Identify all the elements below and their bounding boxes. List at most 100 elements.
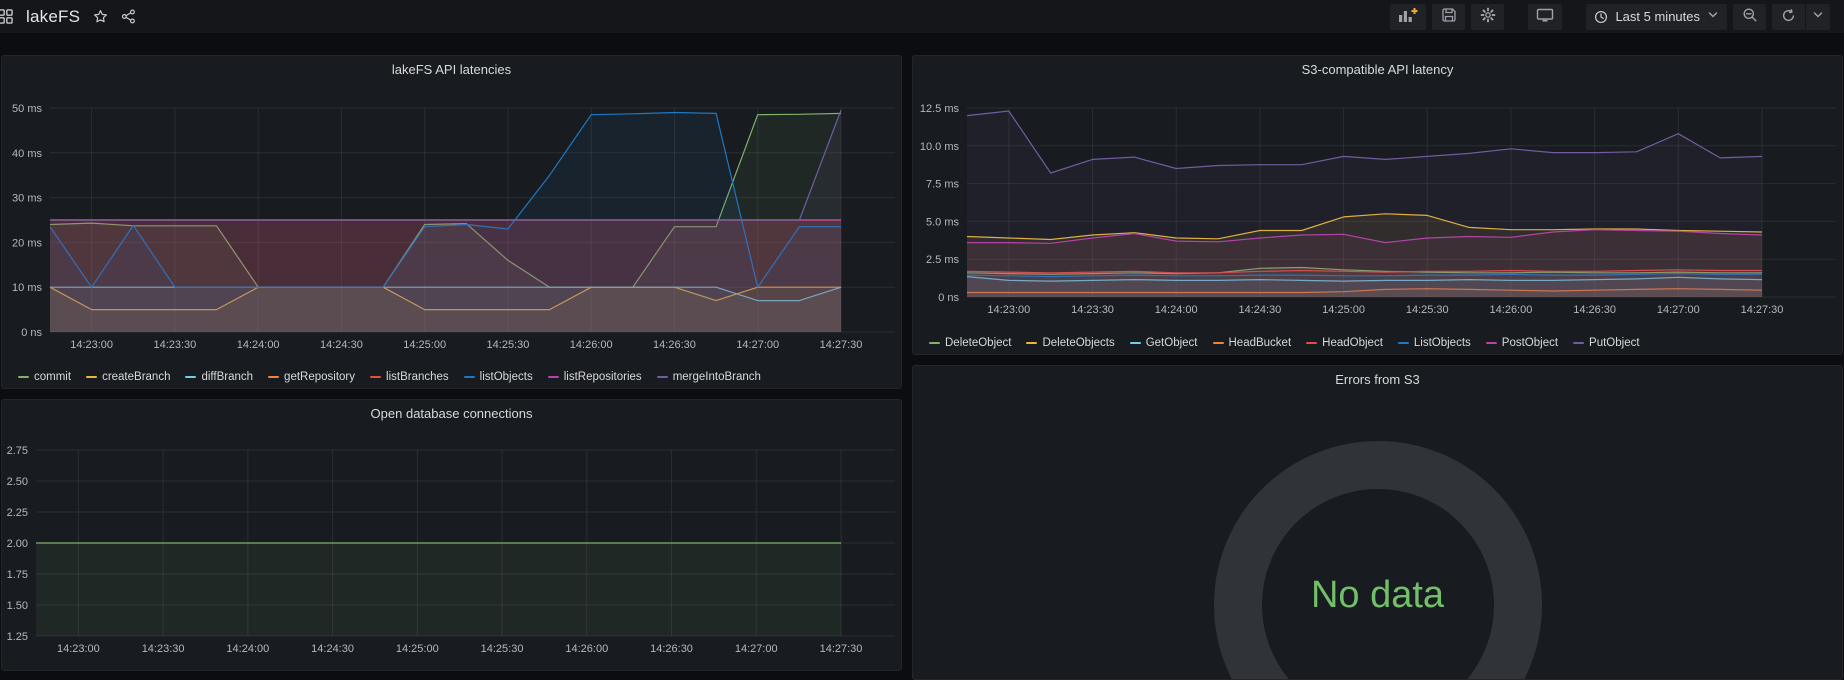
svg-text:12.5 ms: 12.5 ms [920, 103, 960, 115]
legend-label: HeadObject [1322, 337, 1383, 349]
legend-item[interactable]: GetObject [1129, 337, 1198, 349]
add-panel-button[interactable] [1390, 3, 1427, 30]
legend-swatch [1573, 341, 1585, 345]
svg-text:14:24:30: 14:24:30 [320, 339, 363, 351]
legend-swatch [1485, 341, 1497, 345]
svg-text:14:26:00: 14:26:00 [1490, 304, 1533, 316]
add-panel-icon [1398, 7, 1418, 26]
panel-title[interactable]: lakeFS API latencies [391, 62, 512, 77]
legend-item[interactable]: getRepository [268, 371, 355, 383]
svg-text:14:27:00: 14:27:00 [736, 339, 779, 351]
svg-text:14:25:00: 14:25:00 [396, 643, 439, 655]
svg-text:14:24:30: 14:24:30 [311, 643, 354, 655]
legend-item[interactable]: ListObjects [1397, 337, 1471, 349]
legend-label: PostObject [1501, 337, 1559, 349]
svg-text:20 ms: 20 ms [12, 237, 42, 249]
legend-item[interactable]: DeleteObject [929, 337, 1011, 349]
svg-text:14:26:00: 14:26:00 [570, 339, 613, 351]
legend-item[interactable]: PutObject [1573, 337, 1640, 349]
legend-item[interactable]: HeadBucket [1212, 337, 1292, 349]
gear-icon [1480, 7, 1496, 26]
errors-gauge[interactable]: No data [913, 392, 1842, 679]
chevron-down-icon [1707, 9, 1719, 24]
refresh-icon [1781, 8, 1796, 26]
svg-text:14:26:00: 14:26:00 [565, 643, 608, 655]
legend-label: getRepository [284, 371, 356, 383]
panel-lakefs-api-latencies: lakeFS API latencies 0 ns 10 ms 20 ms 30 ms… [1, 55, 902, 389]
legend-item[interactable]: DeleteObjects [1026, 337, 1115, 349]
dashboard-grid-icon[interactable] [0, 9, 13, 24]
save-icon [1441, 7, 1457, 26]
legend-item[interactable]: createBranch [86, 371, 170, 383]
share-icon[interactable] [121, 9, 136, 24]
panel-errors-from-s3: Errors from S3 No data [912, 365, 1843, 680]
svg-text:2.50: 2.50 [7, 476, 28, 488]
zoom-out-time-button[interactable] [1733, 3, 1766, 30]
s3-api-latency-chart[interactable]: 0 ns 2.5 ms 5.0 ms 7.5 ms 10.0 ms 12.5 ms 14:2… [913, 82, 1842, 332]
svg-text:14:27:30: 14:27:30 [820, 643, 863, 655]
legend-label: listRepositories [563, 371, 642, 383]
svg-text:14:26:30: 14:26:30 [653, 339, 696, 351]
refresh-interval-dropdown[interactable] [1805, 3, 1830, 30]
legend-swatch [185, 375, 197, 379]
chart-legend: commit createBranch diffBranch getRepositor… [2, 366, 901, 388]
svg-text:1.50: 1.50 [7, 600, 28, 612]
legend-item[interactable]: PostObject [1485, 337, 1559, 349]
gauge-arc [1214, 441, 1542, 679]
legend-label: createBranch [102, 371, 171, 383]
legend-item[interactable]: listBranches [370, 371, 449, 383]
svg-text:14:27:00: 14:27:00 [735, 643, 778, 655]
dashboard-settings-button[interactable] [1471, 3, 1505, 30]
svg-text:5.0 ms: 5.0 ms [926, 216, 960, 228]
lakefs-api-latencies-chart[interactable]: 0 ns 10 ms 20 ms 30 ms 40 ms 50 ms 14:23:00 14:… [2, 82, 901, 366]
legend-swatch [929, 341, 940, 345]
legend-label: mergeIntoBranch [672, 371, 761, 383]
legend-swatch [1397, 341, 1409, 345]
svg-text:10 ms: 10 ms [12, 282, 42, 294]
panel-title[interactable]: S3-compatible API latency [1301, 62, 1454, 77]
svg-text:2.25: 2.25 [7, 507, 28, 519]
legend-item[interactable]: commit [18, 371, 71, 383]
monitor-icon [1536, 7, 1554, 26]
open-db-connections-chart[interactable]: 1.25 1.50 1.75 2.00 2.25 2.50 2.75 14:23:00 14:2… [2, 426, 901, 670]
svg-text:14:27:00: 14:27:00 [1657, 304, 1700, 316]
legend-label: commit [34, 371, 72, 383]
top-navbar: lakeFS [0, 0, 1844, 33]
svg-text:14:23:30: 14:23:30 [153, 339, 196, 351]
svg-text:14:24:00: 14:24:00 [237, 339, 280, 351]
panel-s3-api-latency: S3-compatible API latency 0 ns 2.5 ms 5.0 … [912, 55, 1843, 355]
save-dashboard-button[interactable] [1432, 3, 1466, 30]
svg-text:10.0 ms: 10.0 ms [920, 141, 960, 153]
legend-label: PutObject [1589, 337, 1640, 349]
star-icon[interactable] [93, 9, 108, 24]
svg-text:7.5 ms: 7.5 ms [926, 179, 960, 191]
svg-text:1.25: 1.25 [7, 631, 28, 643]
legend-item[interactable]: HeadObject [1306, 337, 1383, 349]
svg-text:14:27:30: 14:27:30 [820, 339, 863, 351]
refresh-button[interactable] [1772, 3, 1805, 30]
legend-swatch [268, 375, 280, 379]
legend-swatch [1212, 341, 1224, 345]
legend-label: HeadBucket [1228, 337, 1292, 349]
legend-item[interactable]: mergeIntoBranch [656, 371, 761, 383]
legend-label: ListObjects [1413, 337, 1471, 349]
time-range-picker[interactable]: Last 5 minutes [1586, 3, 1727, 30]
svg-text:14:25:30: 14:25:30 [487, 339, 530, 351]
svg-text:14:25:30: 14:25:30 [481, 643, 524, 655]
zoom-out-icon [1742, 7, 1758, 26]
legend-swatch [370, 375, 382, 379]
chart-legend: DeleteObject DeleteObjects GetObject HeadBu… [913, 332, 1842, 354]
legend-label: DeleteObjects [1042, 337, 1115, 349]
dashboard-title[interactable]: lakeFS [26, 6, 81, 26]
svg-text:50 ms: 50 ms [12, 103, 42, 115]
tv-mode-button[interactable] [1528, 3, 1563, 30]
legend-item[interactable]: diffBranch [185, 371, 253, 383]
svg-text:14:24:00: 14:24:00 [226, 643, 269, 655]
svg-text:14:26:30: 14:26:30 [650, 643, 693, 655]
svg-text:14:23:00: 14:23:00 [987, 304, 1030, 316]
legend-item[interactable]: listRepositories [547, 371, 642, 383]
panel-title[interactable]: Open database connections [370, 406, 533, 421]
legend-item[interactable]: listObjects [463, 371, 533, 383]
svg-text:14:26:30: 14:26:30 [1573, 304, 1616, 316]
panel-title[interactable]: Errors from S3 [1335, 372, 1420, 387]
